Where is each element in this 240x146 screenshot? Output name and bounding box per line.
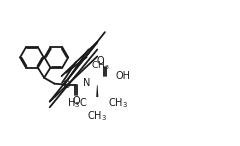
Text: O: O (62, 80, 70, 90)
Text: CH$_3$: CH$_3$ (90, 59, 109, 72)
Text: CH$_3$: CH$_3$ (87, 109, 107, 123)
Text: H$_3$C: H$_3$C (67, 96, 87, 110)
Text: O: O (72, 96, 80, 106)
Text: CH$_3$: CH$_3$ (108, 96, 127, 110)
Text: OH: OH (115, 71, 130, 81)
Polygon shape (96, 85, 98, 97)
Text: N: N (83, 78, 90, 88)
Text: O: O (96, 56, 104, 66)
